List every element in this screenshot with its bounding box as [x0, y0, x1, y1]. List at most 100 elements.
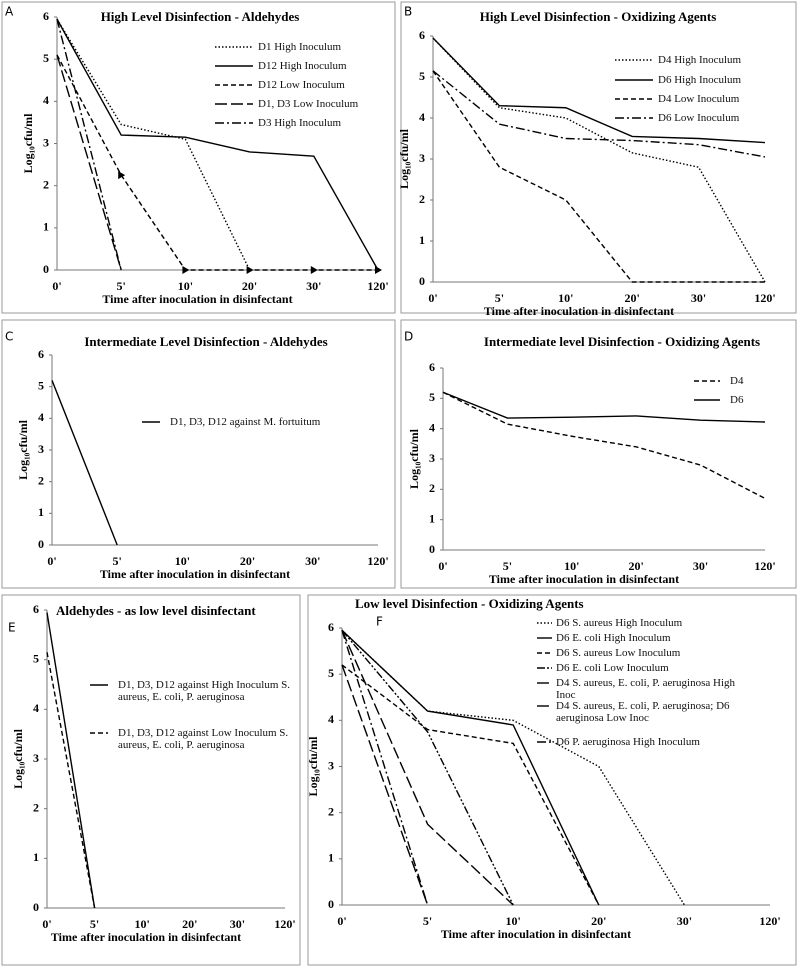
- x-tick-label: 20': [242, 279, 257, 293]
- x-tick-label: 20': [240, 554, 255, 568]
- y-tick-label: 0: [429, 542, 435, 556]
- y-tick-label: 6: [43, 9, 49, 23]
- panel-letter: D: [404, 330, 413, 344]
- series-line: [432, 70, 766, 158]
- y-tick-label: 2: [419, 192, 425, 206]
- y-tick-label: 5: [328, 666, 334, 680]
- y-tick-label: 1: [419, 233, 425, 247]
- x-tick-label: 5': [503, 559, 512, 573]
- x-tick-label: 20': [629, 559, 644, 573]
- legend-label: D1, D3, D12 against M. fortuitum: [170, 416, 321, 428]
- y-axis-label: Log₁₀cfu/ml: [407, 428, 421, 489]
- x-axis-label: Time after inoculation in disinfectant: [100, 567, 290, 581]
- y-tick-label: 4: [429, 420, 435, 434]
- y-tick-label: 4: [419, 110, 425, 124]
- legend-label: D1, D3, D12 against High Inoculum S. aur…: [118, 679, 291, 703]
- x-tick-label: 20': [182, 917, 197, 931]
- point-marker: [118, 171, 126, 180]
- y-tick-label: 5: [419, 69, 425, 83]
- x-tick-label: 120': [367, 554, 388, 568]
- x-tick-label: 20': [625, 291, 640, 305]
- legend-label: D1 High Inoculum: [258, 41, 342, 53]
- y-tick-label: 1: [328, 851, 334, 865]
- x-tick-label: 30': [693, 559, 708, 573]
- legend-label: D4: [730, 375, 744, 387]
- chart-title: Low level Disinfection - Oxidizing Agent…: [355, 596, 584, 611]
- x-tick-label: 0': [47, 554, 56, 568]
- x-tick-label: 5': [423, 914, 432, 928]
- panel-letter: F: [376, 615, 383, 629]
- legend-label: D6 P. aeruginosa High Inoculum: [556, 736, 700, 748]
- y-tick-label: 5: [43, 51, 49, 65]
- panel-letter: C: [5, 330, 13, 344]
- x-tick-label: 30': [691, 291, 706, 305]
- x-tick-label: 10': [178, 279, 193, 293]
- y-tick-label: 1: [33, 850, 39, 864]
- panel-letter: A: [5, 5, 14, 19]
- x-axis-label: Time after inoculation in disinfectant: [51, 930, 241, 944]
- y-tick-label: 3: [43, 135, 49, 149]
- series-line: [56, 18, 379, 271]
- panel-frame: [1, 594, 301, 966]
- chart-title: Intermediate level Disinfection - Oxidiz…: [484, 334, 760, 349]
- x-tick-label: 5': [90, 917, 99, 931]
- y-tick-label: 5: [429, 390, 435, 404]
- x-tick-label: 5': [117, 279, 126, 293]
- series-line: [442, 391, 766, 500]
- y-tick-label: 2: [43, 177, 49, 191]
- x-tick-label: 120': [759, 914, 780, 928]
- y-tick-label: 0: [419, 274, 425, 288]
- y-tick-label: 6: [419, 28, 425, 42]
- series-line: [341, 630, 514, 906]
- y-tick-label: 6: [429, 360, 435, 374]
- legend-label: D3 High Inoculum: [258, 117, 342, 129]
- series-line: [46, 612, 96, 909]
- panel-frame: [400, 1, 797, 314]
- y-tick-label: 6: [328, 620, 334, 634]
- x-tick-label: 0': [42, 917, 51, 931]
- series-line: [56, 54, 122, 271]
- legend-label: D6 Low Inoculum: [658, 112, 740, 124]
- y-tick-label: 2: [328, 804, 334, 818]
- y-tick-label: 4: [38, 410, 44, 424]
- panel-frame: [400, 319, 797, 589]
- y-tick-label: 3: [38, 442, 44, 456]
- y-tick-label: 6: [33, 602, 39, 616]
- legend-label: D6 S. aureus High Inoculum: [556, 617, 683, 629]
- y-tick-label: 4: [328, 712, 334, 726]
- series-line: [341, 664, 429, 906]
- y-axis-label: Log₁₀cfu/ml: [397, 128, 411, 189]
- point-marker: [310, 266, 318, 274]
- y-tick-label: 3: [33, 751, 39, 765]
- legend-label: D4 S. aureus, E. coli, P. aeruginosa Hig…: [556, 677, 736, 701]
- x-tick-label: 0': [337, 914, 346, 928]
- y-tick-label: 5: [33, 651, 39, 665]
- series-line: [56, 18, 122, 271]
- series-line: [51, 380, 118, 546]
- y-tick-label: 0: [38, 537, 44, 551]
- y-tick-label: 6: [38, 347, 44, 361]
- legend-label: D6 E. coli High Inoculum: [556, 632, 671, 644]
- y-tick-label: 4: [43, 93, 49, 107]
- x-tick-label: 30': [677, 914, 692, 928]
- series-line: [432, 37, 766, 283]
- chart-title: Aldehydes - as low level disinfectant: [56, 603, 256, 618]
- series-line: [56, 18, 251, 271]
- series-line: [432, 37, 766, 144]
- y-tick-label: 3: [429, 451, 435, 465]
- legend-label: D1, D3 Low Inoculum: [258, 98, 359, 110]
- chart-title: Intermediate Level Disinfection - Aldehy…: [84, 334, 327, 349]
- panel-frame: [1, 319, 396, 589]
- y-axis-label: Log₁₀cfu/ml: [11, 728, 25, 789]
- legend-label: D4 S. aureus, E. coli, P. aeruginosa; D6…: [556, 700, 730, 724]
- point-marker: [182, 266, 190, 274]
- x-tick-label: 5': [495, 291, 504, 305]
- panel-letter: E: [8, 621, 16, 635]
- x-axis-label: Time after inoculation in disinfectant: [102, 292, 292, 306]
- legend-label: D6 E. coli Low Inoculum: [556, 662, 669, 674]
- legend-label: D12 Low Inoculum: [258, 79, 345, 91]
- x-tick-label: 10': [564, 559, 579, 573]
- series-line: [46, 652, 96, 909]
- legend-label: D12 High Inoculum: [258, 60, 347, 72]
